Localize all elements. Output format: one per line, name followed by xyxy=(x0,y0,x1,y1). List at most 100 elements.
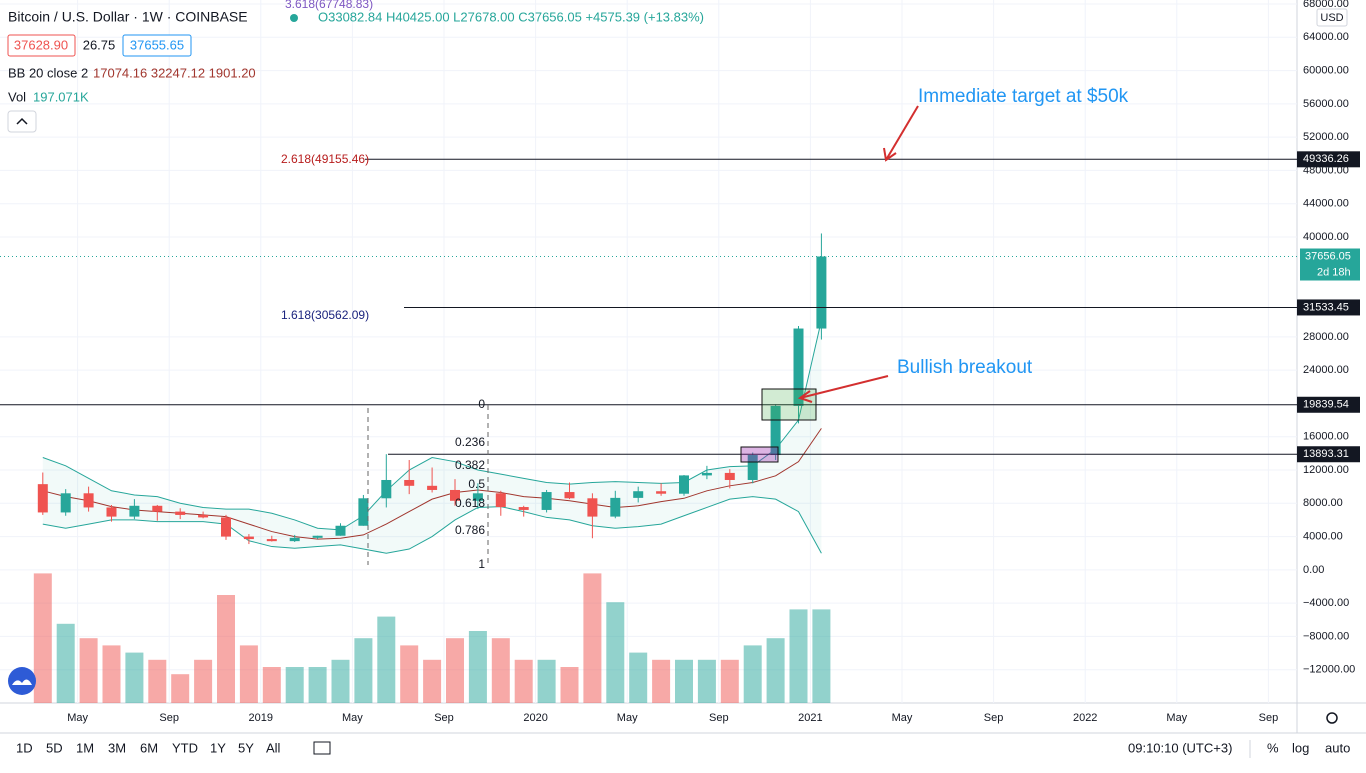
collapse-icon xyxy=(16,117,28,125)
range-button[interactable]: 1D xyxy=(16,740,33,755)
clock: 09:10:10 (UTC+3) xyxy=(1128,740,1232,755)
ask: 37655.65 xyxy=(130,37,184,52)
volume-bar xyxy=(629,652,648,703)
fib-ext-label: 3.618(67748.83) xyxy=(285,0,373,11)
candle-body xyxy=(610,497,621,517)
y-tick-label: 56000.00 xyxy=(1303,98,1349,110)
bb-values: 17074.16 32247.12 1901.20 xyxy=(93,65,256,80)
x-tick-label: May xyxy=(1166,712,1187,724)
candle-body xyxy=(198,514,209,518)
fib-label: 0.786 xyxy=(455,523,485,537)
candle-body xyxy=(175,511,186,515)
fib-label: 1 xyxy=(478,557,485,571)
range-button[interactable]: 6M xyxy=(140,740,158,755)
fib-label: 0 xyxy=(478,397,485,411)
x-tick-label: May xyxy=(342,712,363,724)
bid-box[interactable] xyxy=(7,34,76,57)
volume-bar xyxy=(423,659,442,703)
range-button[interactable]: YTD xyxy=(172,740,198,755)
range-button[interactable]: 1M xyxy=(76,740,94,755)
fib-label: 0.5 xyxy=(468,477,485,491)
candle-body xyxy=(472,493,483,501)
range-button[interactable]: All xyxy=(266,740,281,755)
volume-bar xyxy=(194,659,213,703)
candle-body xyxy=(335,525,346,536)
vol-value: 197.071K xyxy=(33,89,89,104)
candle-body xyxy=(541,492,552,510)
logo-icon xyxy=(12,679,32,685)
y-tick-label: 24000.00 xyxy=(1303,364,1349,376)
candle-body xyxy=(679,475,689,494)
x-tick-label: May xyxy=(617,712,638,724)
candle-body xyxy=(60,493,71,513)
volume-bar xyxy=(262,667,281,703)
candle-body xyxy=(770,405,781,456)
volume-bar xyxy=(491,638,510,703)
volume-bar xyxy=(400,645,419,703)
volume-bar xyxy=(743,645,762,703)
range-button[interactable]: 5Y xyxy=(238,740,254,755)
date-range-icon[interactable] xyxy=(313,741,331,755)
last-price-bg xyxy=(1300,248,1360,281)
x-tick-label: Sep xyxy=(159,712,179,724)
fib-label: 0.618 xyxy=(455,496,485,510)
bb-fill xyxy=(42,320,822,554)
percent-toggle[interactable]: % xyxy=(1267,740,1279,755)
consolidation-box xyxy=(740,446,779,463)
candle-body xyxy=(701,472,712,476)
candle-body xyxy=(243,536,254,540)
x-tick-label: 2020 xyxy=(523,712,547,724)
level-label-bg xyxy=(1297,446,1360,463)
level-label-bg xyxy=(1297,299,1360,316)
x-tick-label: May xyxy=(892,712,913,724)
volume-bar xyxy=(606,602,625,703)
bb-line xyxy=(42,428,822,540)
volume-bar xyxy=(697,659,716,703)
candle-body xyxy=(381,479,392,499)
volume-bar xyxy=(377,616,396,703)
volume-bar xyxy=(583,573,602,703)
volume-bar xyxy=(239,645,258,703)
settings-icon[interactable] xyxy=(1326,712,1338,724)
log-toggle[interactable]: log xyxy=(1292,740,1309,755)
candle-body xyxy=(656,491,667,494)
x-tick-label: Sep xyxy=(1259,712,1279,724)
volume-bar xyxy=(652,659,671,703)
volume-bar xyxy=(217,595,235,703)
vol-label: Vol xyxy=(8,89,26,104)
ohlc: O33082.84 H40425.00 L27678.00 C37656.05 … xyxy=(318,9,704,24)
volume-bar xyxy=(171,674,190,703)
volume-bar xyxy=(285,667,304,703)
volume-bar xyxy=(560,667,579,703)
candle-body xyxy=(427,485,438,490)
volume-bar xyxy=(354,638,373,703)
candle-body xyxy=(793,328,804,406)
y-tick-label: 12000.00 xyxy=(1303,464,1349,476)
x-tick-label: May xyxy=(67,712,88,724)
collapse-button[interactable] xyxy=(7,110,37,133)
logo xyxy=(8,667,36,695)
ask-box[interactable] xyxy=(122,34,192,57)
range-button[interactable]: 1Y xyxy=(210,740,226,755)
y-tick-label: 60000.00 xyxy=(1303,64,1349,76)
range-button[interactable]: 5D xyxy=(46,740,63,755)
candle-body xyxy=(37,484,48,513)
range-button[interactable]: 3M xyxy=(108,740,126,755)
y-tick-label: 40000.00 xyxy=(1303,231,1349,243)
candle-body xyxy=(747,455,758,480)
candle-body xyxy=(266,539,277,542)
spread: 26.75 xyxy=(83,37,116,52)
arrow-head xyxy=(883,147,897,162)
volume-bar xyxy=(33,573,52,703)
bb-line xyxy=(42,496,822,554)
annotation: Immediate target at $50k xyxy=(918,86,1129,107)
candle-body xyxy=(450,489,460,501)
y-tick-label: −4000.00 xyxy=(1303,597,1349,609)
volume-bar xyxy=(331,659,350,703)
candle-body xyxy=(358,498,369,526)
auto-toggle[interactable]: auto xyxy=(1325,740,1350,755)
candle-body xyxy=(587,498,598,517)
currency-box[interactable] xyxy=(1316,8,1348,27)
